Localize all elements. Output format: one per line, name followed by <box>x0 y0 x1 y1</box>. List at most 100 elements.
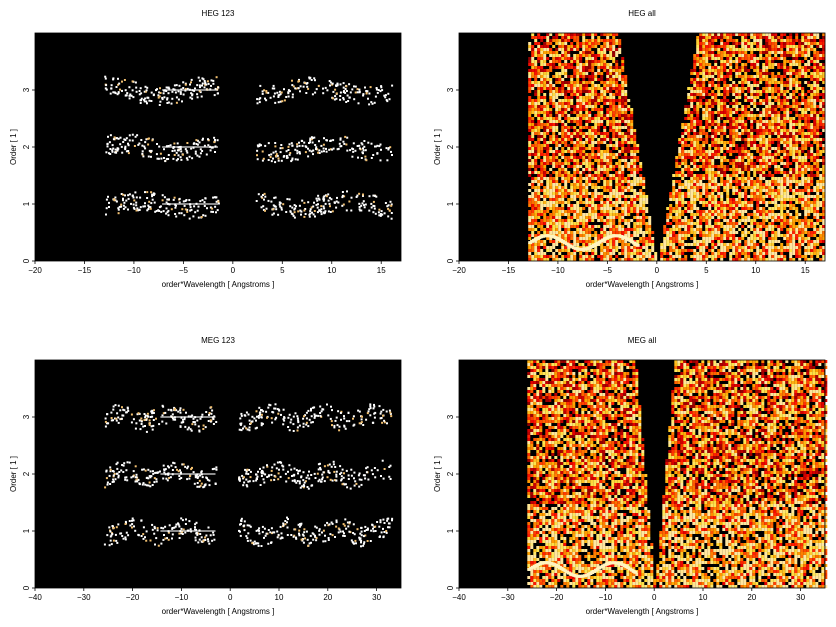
pixel <box>765 153 769 156</box>
pixel <box>597 129 601 132</box>
pixel <box>343 195 346 198</box>
pixel <box>261 159 264 162</box>
pixel <box>540 75 544 78</box>
pixel <box>795 72 799 75</box>
pixel <box>708 63 712 66</box>
pixel <box>558 45 562 48</box>
pixel <box>324 210 327 213</box>
pixel <box>711 177 715 180</box>
pixel <box>362 147 364 150</box>
pixel <box>765 108 769 111</box>
pixel <box>816 186 820 189</box>
pixel <box>561 78 565 81</box>
pixel <box>705 90 709 93</box>
pixel <box>711 138 715 141</box>
pixel <box>783 147 787 150</box>
pixel <box>546 51 550 54</box>
pixel <box>735 150 739 153</box>
pixel <box>600 192 604 195</box>
pixel <box>717 90 721 93</box>
pixel <box>567 126 571 129</box>
pixel <box>786 66 790 69</box>
pixel <box>816 90 820 93</box>
pixel <box>558 192 562 195</box>
pixel <box>732 201 736 204</box>
pixel <box>180 158 183 161</box>
pixel <box>771 114 775 117</box>
pixel <box>804 135 808 138</box>
pixel <box>186 210 189 213</box>
pixel <box>137 209 139 212</box>
pixel <box>762 150 766 153</box>
pixel <box>549 66 553 69</box>
pixel <box>762 57 766 60</box>
pixel <box>762 48 766 51</box>
pixel <box>591 153 595 156</box>
pixel <box>332 139 335 142</box>
pixel <box>723 90 727 93</box>
pixel <box>552 150 556 153</box>
pixel <box>576 90 580 93</box>
pixel <box>612 75 616 78</box>
pixel <box>768 102 772 105</box>
pixel <box>639 204 643 207</box>
pixel <box>756 36 760 39</box>
pixel <box>564 132 568 135</box>
pixel <box>786 165 790 168</box>
pixel <box>107 135 109 138</box>
pixel <box>705 48 709 51</box>
pixel <box>816 153 820 156</box>
pixel <box>696 54 700 57</box>
pixel <box>789 42 793 45</box>
pixel <box>543 78 547 81</box>
pixel <box>141 150 144 153</box>
pixel <box>621 84 625 87</box>
pixel <box>687 153 691 156</box>
pixel <box>606 144 610 147</box>
pixel <box>756 183 760 186</box>
pixel <box>597 63 601 66</box>
pixel <box>161 194 164 197</box>
pixel <box>603 117 607 120</box>
pixel <box>747 159 751 162</box>
pixel <box>108 206 110 208</box>
pixel <box>735 186 739 189</box>
pixel <box>639 177 643 180</box>
pixel <box>777 144 781 147</box>
pixel <box>759 111 763 114</box>
pixel <box>756 204 760 207</box>
pixel <box>618 132 622 135</box>
pixel <box>714 72 718 75</box>
pixel <box>621 66 625 69</box>
pixel <box>753 189 757 192</box>
pixel <box>744 99 748 102</box>
pixel <box>546 156 550 159</box>
pixel <box>717 114 721 117</box>
pixel <box>699 102 703 105</box>
pixel <box>606 138 610 141</box>
pixel <box>729 159 733 162</box>
pixel <box>705 162 709 165</box>
pixel <box>729 123 733 126</box>
pixel <box>555 195 559 198</box>
pixel <box>624 75 628 78</box>
pixel <box>576 87 580 90</box>
pixel <box>603 150 607 153</box>
pixel <box>711 96 715 99</box>
pixel <box>603 39 607 42</box>
pixel <box>735 90 739 93</box>
pixel <box>128 97 131 100</box>
pixel <box>741 183 745 186</box>
pixel <box>681 150 685 153</box>
pixel <box>531 84 535 87</box>
pixel <box>705 183 709 186</box>
pixel <box>753 102 757 105</box>
pixel <box>322 196 325 199</box>
pixel <box>783 63 787 66</box>
pixel <box>702 177 706 180</box>
pixel <box>777 135 781 138</box>
pixel <box>606 168 610 171</box>
pixel <box>597 156 601 159</box>
pixel <box>552 135 556 138</box>
pixel <box>732 69 736 72</box>
